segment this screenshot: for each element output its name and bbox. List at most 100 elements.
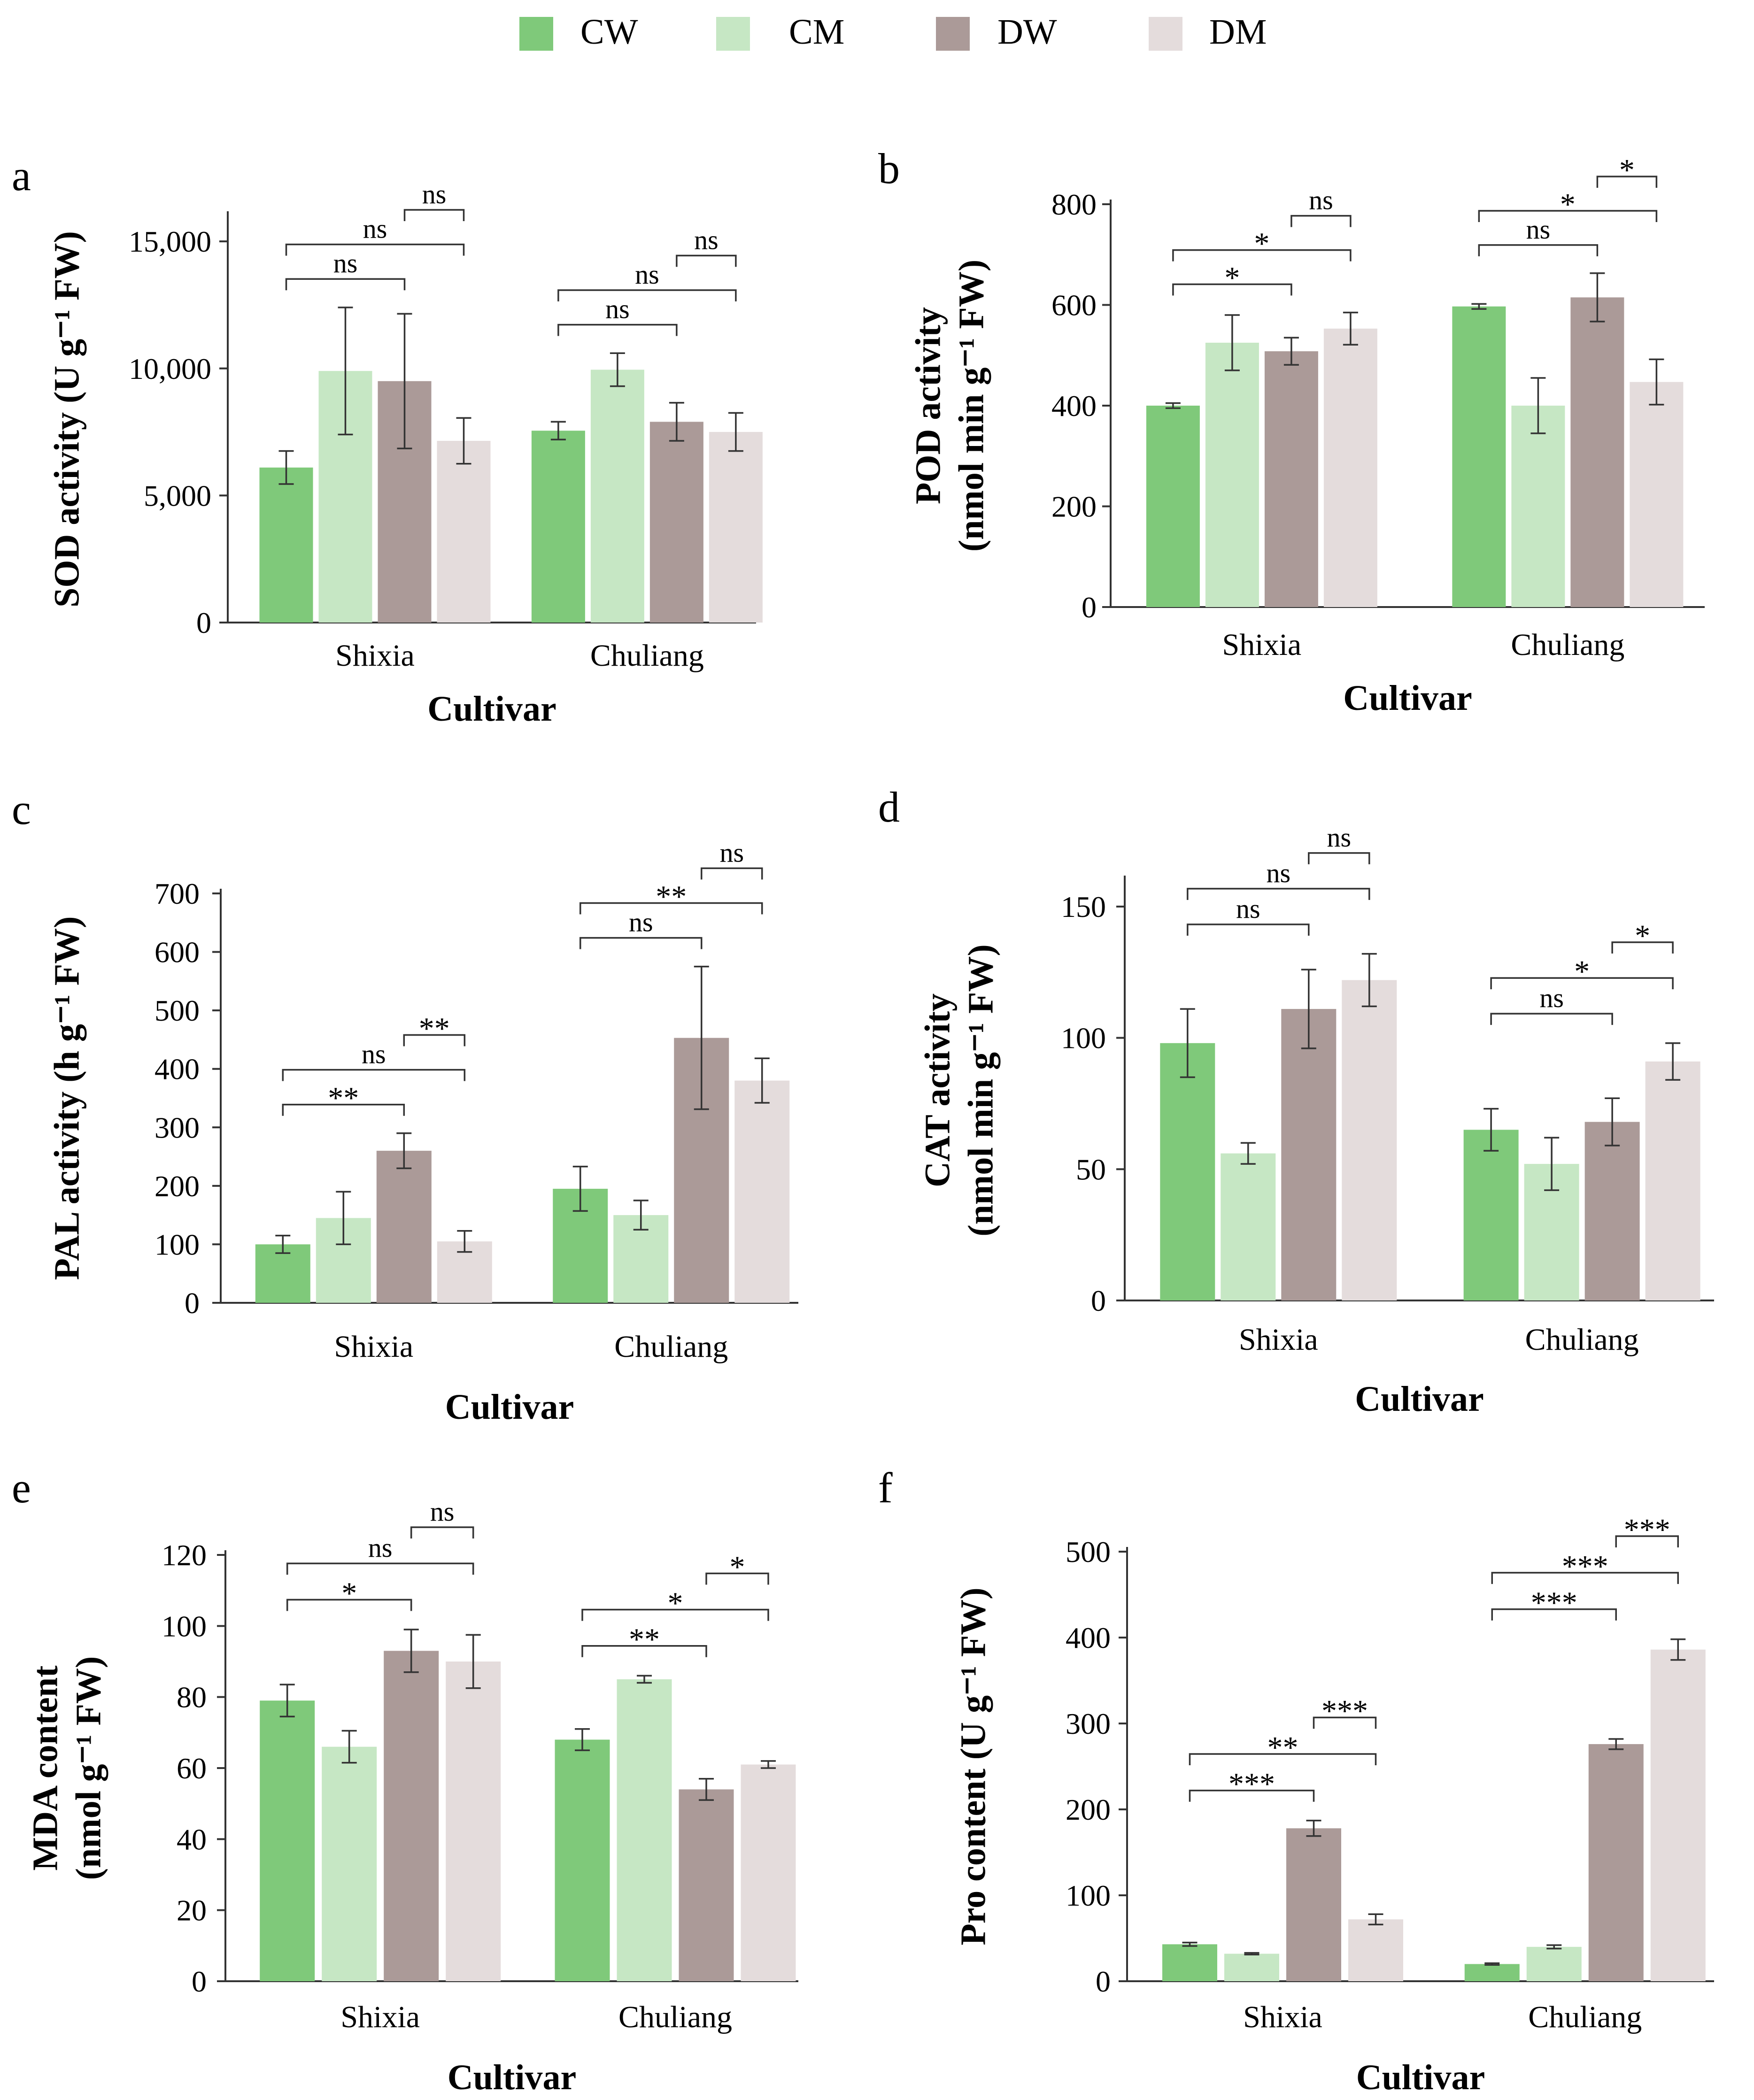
y-tick-label: 100 bbox=[1061, 1022, 1106, 1055]
significance-label: ns bbox=[363, 214, 387, 244]
bar-cw-shixia bbox=[259, 467, 313, 623]
significance-label: *** bbox=[1562, 1549, 1608, 1584]
x-tick-label-chuliang: Chuliang bbox=[1525, 1323, 1639, 1357]
y-axis-title: (nmol min g⁻¹ FW) bbox=[951, 260, 991, 552]
bar-dw-chuliang bbox=[1584, 1122, 1640, 1300]
bar-cm-chuliang bbox=[617, 1679, 672, 1981]
y-tick-label: 200 bbox=[1066, 1793, 1111, 1826]
significance-label: ns bbox=[1539, 983, 1564, 1013]
panel-letter-b: b bbox=[878, 145, 900, 192]
significance-bracket bbox=[282, 1069, 466, 1081]
bar-dw-shixia bbox=[1286, 1828, 1341, 1981]
y-tick-label: 300 bbox=[155, 1111, 200, 1144]
y-tick-label: 700 bbox=[155, 877, 200, 910]
y-tick-label: 50 bbox=[1076, 1153, 1106, 1186]
significance-bracket bbox=[1611, 941, 1674, 954]
significance-bracket bbox=[557, 289, 737, 302]
y-axis-title: MDA content bbox=[25, 1666, 65, 1871]
significance-label: * bbox=[1635, 919, 1650, 953]
bar-dm-shixia bbox=[437, 441, 491, 623]
y-tick-label: 60 bbox=[177, 1752, 207, 1785]
y-axis-title: (nmol min g⁻¹ FW) bbox=[961, 944, 1000, 1236]
bar-dw-chuliang bbox=[1588, 1744, 1644, 1981]
y-tick-label: 500 bbox=[155, 994, 200, 1027]
legend-swatch-cm bbox=[716, 17, 750, 51]
y-tick-label: 120 bbox=[162, 1538, 207, 1572]
significance-label: ns bbox=[635, 259, 659, 290]
x-axis-title: Cultivar bbox=[445, 1387, 574, 1427]
y-tick-label: 0 bbox=[1091, 1284, 1106, 1317]
y-tick-label: 0 bbox=[196, 606, 211, 639]
significance-bracket bbox=[1308, 852, 1370, 864]
bar-cw-shixia bbox=[1160, 1043, 1215, 1300]
significance-label: *** bbox=[1321, 1694, 1368, 1728]
bar-dm-shixia bbox=[1348, 1919, 1403, 1981]
y-axis-title: PAL activity (h g⁻¹ FW) bbox=[47, 916, 86, 1280]
bar-cm-chuliang bbox=[1511, 406, 1565, 607]
significance-label: * bbox=[730, 1550, 745, 1584]
significance-label: * bbox=[1224, 261, 1240, 295]
legend-swatch-dm bbox=[1149, 17, 1182, 51]
y-tick-label: 100 bbox=[162, 1609, 207, 1643]
y-tick-label: 150 bbox=[1061, 890, 1106, 923]
y-tick-label: 20 bbox=[177, 1894, 207, 1927]
significance-bracket bbox=[580, 937, 703, 949]
legend-label-dm: DM bbox=[1209, 12, 1267, 52]
significance-label: *** bbox=[1624, 1513, 1670, 1547]
significance-label: * bbox=[1254, 227, 1269, 261]
panel-c: c0100200300400500600700**ns**ns**nsShixi… bbox=[12, 785, 798, 1427]
significance-bracket bbox=[282, 1103, 405, 1116]
legend-label-cm: CM bbox=[789, 12, 844, 52]
significance-bracket bbox=[1491, 1608, 1617, 1621]
significance-bracket bbox=[1490, 977, 1674, 990]
significance-bracket bbox=[1490, 1013, 1613, 1025]
panel-letter-d: d bbox=[878, 783, 900, 831]
significance-label: ns bbox=[605, 294, 630, 324]
bar-cw-chuliang bbox=[1452, 306, 1506, 607]
bar-dm-shixia bbox=[446, 1662, 501, 1981]
legend: CW CM DW DM bbox=[519, 12, 1267, 52]
significance-label: *** bbox=[1229, 1767, 1275, 1801]
significance-label: ns bbox=[1526, 214, 1551, 245]
bar-cw-chuliang bbox=[1464, 1964, 1520, 1981]
legend-swatch-dw bbox=[936, 17, 970, 51]
panel-letter-c: c bbox=[12, 785, 31, 833]
significance-bracket bbox=[705, 1572, 769, 1585]
bar-dw-chuliang bbox=[679, 1789, 734, 1981]
y-tick-label: 800 bbox=[1051, 188, 1097, 221]
significance-label: ** bbox=[629, 1623, 660, 1657]
y-tick-label: 100 bbox=[155, 1228, 200, 1261]
x-tick-label-chuliang: Chuliang bbox=[590, 638, 704, 673]
significance-label: ** bbox=[419, 1011, 450, 1046]
x-tick-label-chuliang: Chuliang bbox=[1511, 628, 1624, 662]
bar-cw-chuliang bbox=[1463, 1130, 1519, 1300]
panel-letter-e: e bbox=[12, 1464, 31, 1512]
significance-label: ** bbox=[1267, 1731, 1298, 1765]
significance-bracket bbox=[1290, 215, 1352, 227]
significance-label: ns bbox=[422, 179, 447, 209]
bar-dw-shixia bbox=[384, 1651, 439, 1981]
panel-letter-a: a bbox=[12, 152, 31, 200]
significance-bracket bbox=[286, 1562, 474, 1575]
x-tick-label-chuliang: Chuliang bbox=[618, 2000, 732, 2034]
y-tick-label: 400 bbox=[155, 1053, 200, 1086]
y-tick-label: 0 bbox=[1096, 1965, 1111, 1998]
significance-bracket bbox=[1172, 249, 1352, 262]
significance-label: ns bbox=[719, 837, 744, 868]
y-tick-label: 400 bbox=[1066, 1621, 1111, 1654]
significance-bracket bbox=[403, 1034, 466, 1046]
bar-dw-chuliang bbox=[649, 422, 703, 623]
panel-f: f0100200300400500*****************Shixia… bbox=[878, 1464, 1714, 2097]
panel-b: b 0 200 400 600 800 * * ns ns * * Shixia Chuliang Cult… bbox=[878, 145, 1705, 718]
bar-cw-shixia bbox=[1146, 406, 1200, 607]
legend-swatch-cw bbox=[519, 17, 553, 51]
significance-bracket bbox=[1491, 1572, 1679, 1584]
x-tick-label-shixia: Shixia bbox=[1243, 2000, 1322, 2034]
y-axis-title: (nmol g⁻¹ FW) bbox=[69, 1656, 108, 1880]
y-tick-label: 40 bbox=[177, 1823, 207, 1856]
